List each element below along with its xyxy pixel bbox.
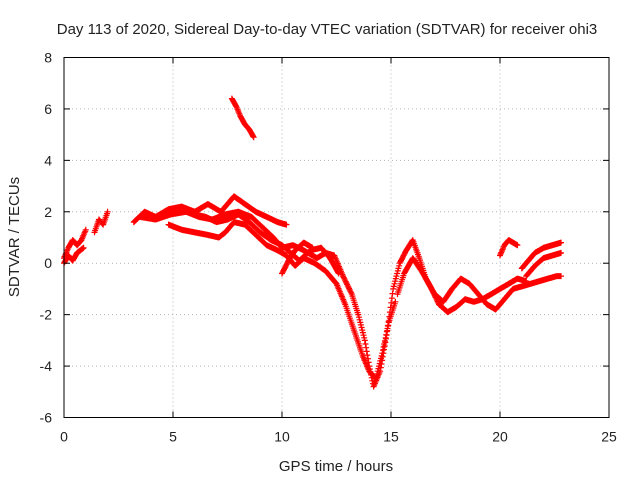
data-track-markers: [523, 249, 564, 280]
y-tick-label: 6: [44, 101, 52, 117]
axis-ticks: 0 5 10 15 20 25 -6 -4 -2 0 2 4 6 8: [40, 50, 617, 445]
grid: [64, 57, 609, 418]
y-tick-label: 4: [44, 152, 52, 168]
data-track-markers: [518, 239, 564, 272]
data-track-markers: [228, 95, 257, 141]
data-track-markers: [91, 208, 111, 236]
data-track-markers: [497, 237, 521, 259]
data-track-markers: [130, 193, 290, 228]
x-tick-label: 0: [60, 429, 68, 445]
data-series-sdtvar: [61, 95, 564, 390]
y-tick-label: -6: [40, 410, 53, 426]
y-tick-label: -4: [40, 358, 53, 374]
x-tick-label: 5: [169, 429, 177, 445]
data-track-markers: [394, 255, 530, 316]
data-track-markers: [279, 239, 316, 277]
data-track-markers: [165, 219, 399, 382]
x-tick-label: 15: [383, 429, 399, 445]
y-tick-label: -2: [40, 307, 53, 323]
x-axis-title: GPS time / hours: [279, 458, 393, 475]
y-tick-label: 8: [44, 50, 52, 66]
x-tick-label: 20: [492, 429, 508, 445]
x-tick-label: 25: [601, 429, 617, 445]
plot-frame: [63, 57, 610, 418]
x-tick-label: 10: [274, 429, 290, 445]
y-tick-label: 0: [44, 255, 52, 271]
chart-title: Day 113 of 2020, Sidereal Day-to-day VTE…: [57, 21, 598, 38]
data-track-markers: [191, 211, 342, 277]
y-axis-title: SDTVAR / TECUs: [6, 177, 23, 297]
y-tick-label: 2: [44, 204, 52, 220]
